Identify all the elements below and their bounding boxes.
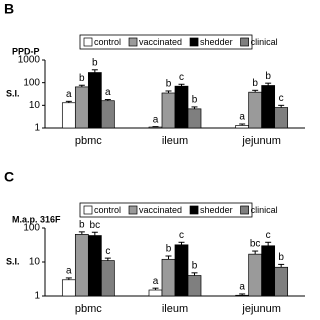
bar [235, 125, 250, 129]
bar [100, 260, 115, 297]
panel-label: C [4, 169, 14, 185]
x-tick-label: pbmc [75, 303, 102, 315]
bar [274, 107, 289, 129]
bar [187, 108, 202, 129]
legend-label: clinical [251, 205, 278, 215]
chart-title: PPD-P [12, 46, 40, 56]
significance-letter: b [92, 57, 98, 68]
chart-title: M.a.p. 316F [12, 214, 61, 224]
bar [235, 294, 250, 297]
significance-letter: b [192, 260, 198, 271]
x-tick-label: ileum [162, 135, 188, 147]
legend-label: shedder [200, 37, 233, 47]
legend-swatch [128, 37, 138, 47]
significance-letter: b [192, 95, 198, 106]
significance-letter: c [179, 230, 184, 241]
legend-box [79, 34, 253, 50]
bar [274, 266, 289, 297]
x-tick-label: pbmc [75, 135, 102, 147]
legend-swatch [240, 37, 249, 47]
significance-letter: c [179, 72, 184, 83]
y-axis-label: S.I. [6, 88, 20, 98]
legend-label: vaccinated [139, 205, 182, 215]
significance-letter: a [239, 282, 245, 293]
y-tick-label: 1 [34, 123, 40, 134]
y-tick-label: 1000 [18, 55, 41, 66]
legend-label: shedder [200, 205, 233, 215]
significance-letter: b [252, 78, 258, 89]
significance-letter: bc [250, 239, 261, 250]
bar [161, 92, 176, 129]
legend-swatch [128, 205, 138, 215]
bar [61, 102, 76, 129]
significance-letter: a [105, 87, 111, 98]
legend-label: vaccinated [139, 37, 182, 47]
significance-letter: a [153, 276, 159, 287]
bar [100, 100, 115, 129]
bar [261, 245, 276, 297]
legend-swatch [189, 205, 199, 215]
legend-swatch [83, 205, 93, 215]
legend-label: control [94, 205, 121, 215]
bar [74, 234, 89, 297]
legend-swatch [240, 205, 249, 215]
bar [148, 126, 163, 129]
significance-letter: b [79, 219, 85, 230]
bar [74, 86, 89, 129]
significance-letter: b [166, 244, 172, 255]
bar [87, 72, 102, 129]
significance-letter: a [66, 266, 72, 277]
bar [174, 85, 189, 129]
y-axis-label: S.I. [6, 256, 20, 266]
bar [187, 275, 202, 297]
legend-label: clinical [251, 37, 278, 47]
legend-label: control [94, 37, 121, 47]
bar [148, 289, 163, 297]
y-tick-label: 10 [29, 257, 41, 268]
bar [87, 235, 102, 297]
y-tick-label: 1 [34, 291, 40, 302]
bar [248, 253, 263, 297]
significance-letter: c [266, 230, 271, 241]
legend-swatch [189, 37, 199, 47]
significance-letter: b [265, 71, 271, 82]
significance-letter: c [105, 246, 110, 257]
significance-letter: b [166, 79, 172, 90]
panel-label: B [4, 1, 14, 17]
bar [61, 279, 76, 297]
y-tick-label: 100 [23, 223, 40, 234]
significance-letter: b [278, 252, 284, 263]
x-tick-label: ileum [162, 303, 188, 315]
y-tick-label: 10 [29, 100, 41, 111]
bar [248, 91, 263, 129]
legend-box [79, 202, 253, 218]
bar [261, 85, 276, 129]
bar [174, 244, 189, 297]
y-tick-label: 100 [23, 77, 40, 88]
bar [161, 258, 176, 297]
significance-letter: c [279, 93, 284, 104]
significance-letter: b [79, 73, 85, 84]
legend-swatch [83, 37, 93, 47]
significance-letter: a [66, 89, 72, 100]
x-tick-label: jejunum [241, 135, 281, 147]
significance-letter: a [153, 114, 159, 125]
significance-letter: a [239, 112, 245, 123]
significance-letter: bc [90, 220, 101, 231]
x-tick-label: jejunum [241, 303, 281, 315]
